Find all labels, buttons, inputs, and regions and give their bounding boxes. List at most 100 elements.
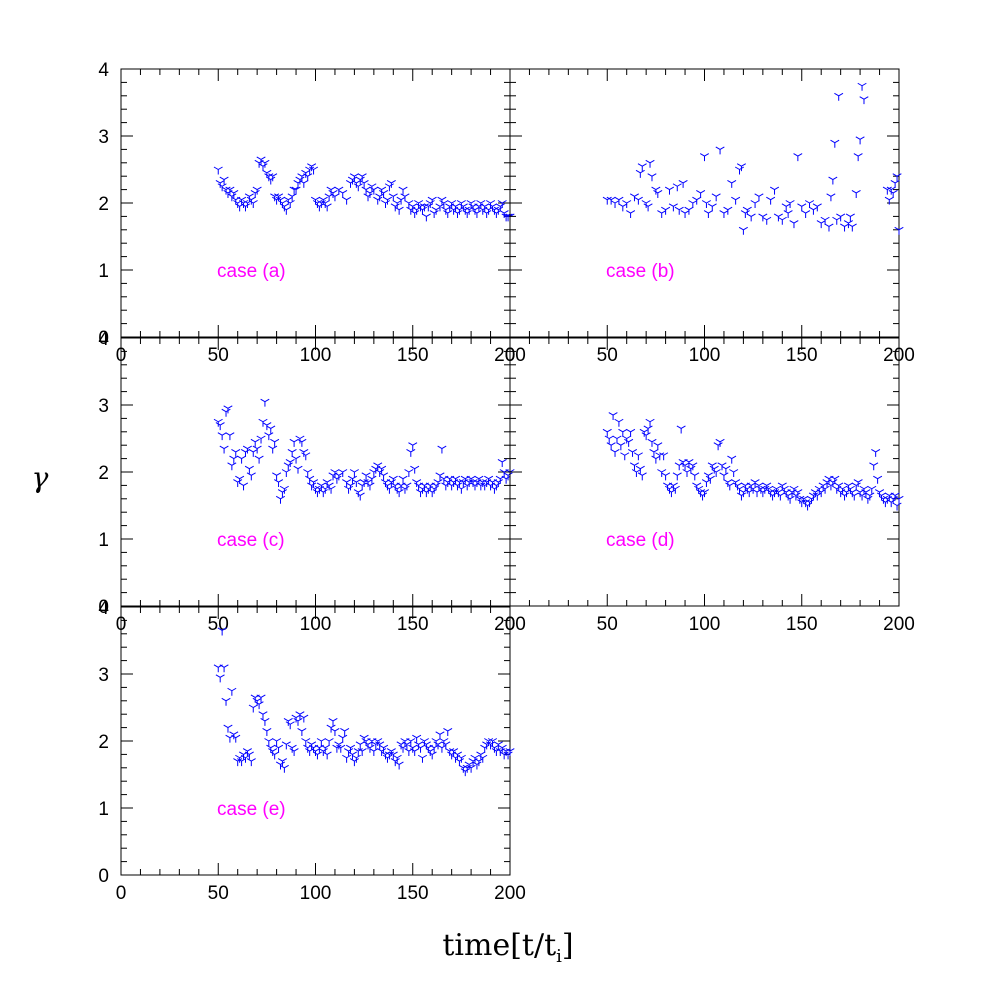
data-point xyxy=(828,176,838,185)
data-point xyxy=(871,448,881,457)
data-point xyxy=(431,738,441,746)
data-point xyxy=(264,173,274,182)
data-point xyxy=(268,748,278,757)
data-point xyxy=(238,200,249,208)
data-point xyxy=(382,196,393,205)
data-point xyxy=(497,200,507,208)
data-point xyxy=(268,445,278,454)
y-tick-label: 2 xyxy=(98,732,109,753)
data-point xyxy=(303,469,313,477)
data-point xyxy=(725,482,735,491)
data-point xyxy=(754,193,764,202)
data-point xyxy=(266,425,276,434)
data-point xyxy=(402,482,412,491)
data-point xyxy=(351,754,361,763)
data-point xyxy=(769,186,780,195)
data-point xyxy=(351,179,361,188)
data-point xyxy=(715,146,725,155)
data-point xyxy=(602,428,612,437)
data-point xyxy=(727,179,737,188)
data-point xyxy=(310,748,321,757)
data-point xyxy=(221,186,231,195)
data-point xyxy=(281,469,291,477)
data-point xyxy=(353,489,363,498)
data-point xyxy=(766,489,776,498)
x-tick-label: 100 xyxy=(300,345,332,366)
data-point xyxy=(626,428,636,437)
data-point xyxy=(291,186,301,195)
data-point xyxy=(242,748,252,757)
data-point xyxy=(213,418,223,427)
data-point xyxy=(252,445,262,454)
data-point xyxy=(260,717,270,726)
data-point xyxy=(729,469,739,477)
data-point xyxy=(614,418,624,427)
data-point xyxy=(394,206,404,215)
data-point xyxy=(719,210,729,219)
data-point xyxy=(408,744,418,753)
data-point xyxy=(408,442,418,451)
data-point xyxy=(369,748,379,757)
data-point xyxy=(357,482,367,491)
data-point xyxy=(505,748,515,757)
data-point xyxy=(349,469,359,477)
data-point xyxy=(756,485,766,494)
data-point xyxy=(894,226,904,235)
data-point xyxy=(244,751,254,760)
data-point xyxy=(287,744,297,753)
data-point xyxy=(653,442,663,451)
data-point xyxy=(363,741,373,750)
data-point xyxy=(847,489,857,498)
data-point xyxy=(357,173,367,182)
data-point xyxy=(723,479,733,488)
x-tick-label: 50 xyxy=(597,614,618,635)
data-point xyxy=(285,721,295,730)
data-point xyxy=(373,196,383,205)
data-point xyxy=(324,738,334,746)
data-point xyxy=(312,200,322,208)
data-point xyxy=(680,210,690,219)
data-point xyxy=(443,210,453,219)
data-point xyxy=(618,203,628,212)
data-point xyxy=(299,448,309,457)
data-point xyxy=(427,489,437,498)
data-point xyxy=(231,734,241,743)
data-point xyxy=(301,738,311,746)
data-point xyxy=(775,492,785,501)
data-point xyxy=(736,163,747,172)
data-point xyxy=(342,196,352,205)
case-label: case (d) xyxy=(606,530,675,551)
data-point xyxy=(633,452,643,461)
data-point xyxy=(789,220,799,229)
data-point xyxy=(746,482,756,491)
panel-e: 0 50 100 150 200 0 1 2 3 4 case (e) xyxy=(98,598,525,904)
x-tick-label: 100 xyxy=(300,883,332,904)
data-point xyxy=(478,479,488,488)
data-point xyxy=(610,200,620,208)
data-point xyxy=(365,482,375,491)
y-tick-label: 3 xyxy=(98,665,109,686)
data-point xyxy=(406,448,416,457)
data-point xyxy=(250,438,260,447)
data-point xyxy=(692,196,702,205)
data-point xyxy=(219,445,229,454)
data-point xyxy=(273,744,284,753)
data-point xyxy=(419,203,429,212)
data-point xyxy=(721,465,731,474)
data-point xyxy=(620,452,630,461)
data-point xyxy=(633,196,643,205)
data-point xyxy=(406,738,416,746)
data-point xyxy=(491,482,501,491)
data-point xyxy=(429,485,439,494)
data-point xyxy=(641,200,651,208)
data-point xyxy=(240,203,251,212)
data-point xyxy=(217,432,227,441)
data-point xyxy=(622,435,632,444)
data-point xyxy=(602,196,612,205)
data-point xyxy=(501,475,511,484)
data-point xyxy=(480,744,490,753)
data-point xyxy=(305,166,315,175)
data-point xyxy=(696,190,706,198)
